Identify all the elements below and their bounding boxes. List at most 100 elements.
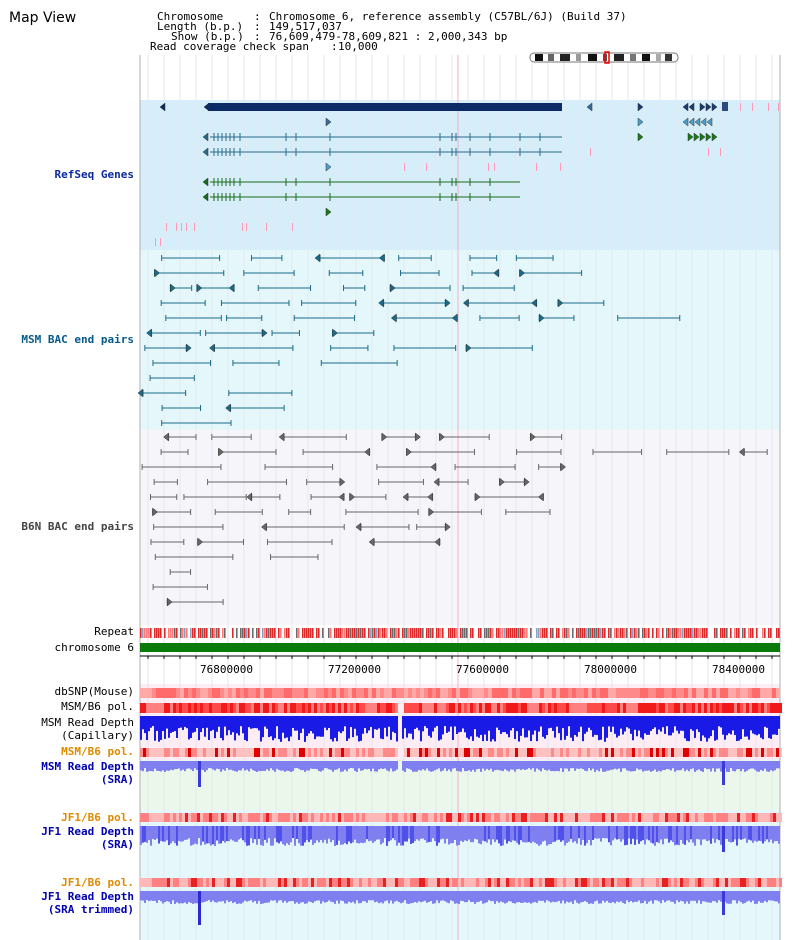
repeat-mark [236, 628, 238, 638]
repeat-mark [448, 628, 450, 638]
dbsnp-bin [392, 688, 396, 698]
depth-bar [306, 716, 308, 737]
depth-bar [422, 826, 424, 839]
depth-bar [214, 716, 216, 739]
repeat-mark [608, 628, 610, 638]
polymorphism-bin [317, 813, 320, 822]
depth-bar [392, 716, 394, 732]
polymorphism-bin [407, 878, 410, 887]
depth-bar [396, 761, 398, 770]
depth-bar [288, 761, 290, 772]
ideogram-band [576, 54, 581, 61]
dbsnp-bin [568, 688, 572, 698]
depth-bar [580, 826, 582, 845]
msm-bac-label[interactable]: MSM BAC end pairs [21, 333, 134, 346]
depth-bar [174, 716, 176, 732]
depth-bar [374, 891, 376, 903]
depth-bar [296, 891, 298, 903]
polymorphism-bin [308, 748, 311, 757]
depth-bar [146, 891, 148, 901]
depth-bar [334, 891, 336, 904]
depth-bar [646, 761, 648, 771]
polymorphism-bin [185, 703, 188, 713]
depth-bar [408, 761, 410, 769]
depth-bar [650, 716, 652, 731]
depth-bar [468, 826, 470, 840]
depth-bar [164, 716, 166, 739]
depth-bar [554, 826, 556, 842]
repeat-mark [212, 628, 214, 638]
polymorphism-bin [668, 878, 671, 887]
depth-bar [240, 761, 242, 771]
repeat-mark [268, 628, 270, 638]
depth-bar [248, 761, 250, 772]
depth-bar [512, 761, 514, 770]
polymorphism-bin [473, 748, 476, 757]
depth-bar [428, 716, 430, 736]
refseq-genes-label[interactable]: RefSeq Genes [54, 168, 134, 181]
polymorphism-bin [503, 813, 506, 822]
polymorphism-bin [191, 878, 194, 887]
polymorphism-bin [716, 878, 719, 887]
depth-bar [678, 891, 680, 903]
depth-bar [318, 716, 320, 737]
b6n-bac-label[interactable]: B6N BAC end pairs [21, 520, 134, 533]
polymorphism-bin [398, 813, 401, 822]
repeat-mark [174, 628, 176, 638]
polymorphism-bin [359, 703, 362, 713]
depth-bar [576, 716, 578, 737]
depth-bar [214, 761, 216, 771]
polymorphism-bin [377, 878, 380, 887]
polymorphism-bin [236, 878, 239, 887]
depth-bar [418, 891, 420, 902]
polymorphism-bin [602, 878, 605, 887]
depth-bar [748, 826, 750, 840]
depth-bar [680, 826, 682, 841]
depth-bar [370, 761, 372, 772]
snp-mark [426, 163, 427, 171]
polymorphism-bin [452, 703, 455, 713]
depth-bar [248, 891, 250, 901]
depth-bar [140, 826, 142, 845]
polymorphism-bin [347, 813, 350, 822]
polymorphism-bin [761, 878, 764, 887]
depth-bar [670, 826, 672, 841]
repeat-mark [546, 628, 548, 638]
dbsnp-bin [676, 688, 680, 698]
depth-bar [396, 716, 398, 742]
depth-bar [676, 716, 678, 731]
depth-bar [252, 891, 254, 903]
depth-bar [726, 891, 728, 904]
depth-bar [184, 891, 186, 903]
polymorphism-bin [413, 878, 416, 887]
polymorphism-bin [743, 748, 746, 757]
depth-bar [754, 716, 756, 735]
repeat-mark [670, 628, 672, 638]
depth-bar [298, 826, 300, 844]
repeat-mark [602, 628, 604, 638]
depth-bar [488, 826, 490, 840]
polymorphism-bin [344, 703, 347, 713]
depth-bar [746, 891, 748, 902]
depth-bar [450, 826, 452, 844]
polymorphism-bin [218, 813, 221, 822]
polymorphism-bin [248, 748, 251, 757]
polymorphism-bin [290, 878, 293, 887]
depth-bar [658, 891, 660, 902]
polymorphism-bin [602, 703, 605, 713]
depth-bar [270, 716, 272, 737]
dbsnp-bin [484, 688, 488, 698]
repeat-mark [562, 628, 564, 638]
polymorphism-bin [431, 703, 434, 713]
polymorphism-bin [392, 813, 395, 822]
repeat-mark [168, 628, 170, 638]
repeat-mark [308, 628, 310, 638]
depth-bar [714, 826, 716, 843]
depth-bar [262, 716, 264, 738]
depth-bar [160, 891, 162, 902]
polymorphism-bin [554, 878, 557, 887]
depth-bar [288, 826, 290, 845]
dbsnp-bin [500, 688, 504, 698]
bac-end-arrow [427, 492, 433, 502]
